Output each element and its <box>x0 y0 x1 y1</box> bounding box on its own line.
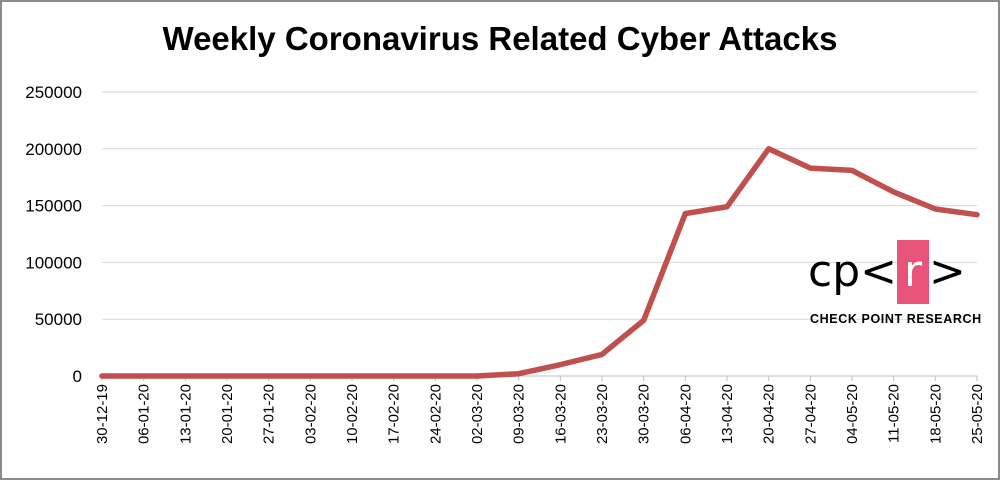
x-tick-label: 20-04-20 <box>761 384 778 444</box>
x-tick-label: 10-02-20 <box>344 384 361 444</box>
data-point <box>474 373 480 379</box>
x-tick-label: 27-01-20 <box>261 384 278 444</box>
data-point <box>974 212 980 218</box>
y-tick-label: 200000 <box>25 140 82 159</box>
x-tick-label: 16-03-20 <box>552 384 569 444</box>
data-point <box>932 206 938 212</box>
x-tick-label: 25-05-20 <box>969 384 986 444</box>
data-point <box>766 146 772 152</box>
data-point <box>849 167 855 173</box>
data-point <box>182 373 188 379</box>
data-point <box>724 204 730 210</box>
data-point <box>599 351 605 357</box>
logo-caption: CHECK POINT RESEARCH <box>810 312 982 326</box>
data-point <box>266 373 272 379</box>
data-point <box>391 373 397 379</box>
data-point <box>224 373 230 379</box>
logo-cp: cp <box>808 246 861 297</box>
x-tick-label: 06-04-20 <box>677 384 694 444</box>
x-tick-label: 13-04-20 <box>719 384 736 444</box>
data-point <box>141 373 147 379</box>
check-point-research-logo: cp< r > CHECK POINT RESEARCH <box>808 240 981 332</box>
gridlines <box>102 91 977 377</box>
x-tick-label: 11-05-20 <box>886 384 903 443</box>
x-axis-ticks: 30-12-19 06-01-20 13-01-20 20-01-20 27-01-20… <box>94 376 986 444</box>
data-point <box>807 165 813 171</box>
series-layer <box>99 146 980 379</box>
x-tick-label: 03-02-20 <box>302 384 319 444</box>
x-tick-label: 02-03-20 <box>469 384 486 444</box>
data-point <box>682 211 688 217</box>
x-tick-label: 20-01-20 <box>219 384 236 444</box>
logo-r-block: r <box>897 240 929 304</box>
x-tick-label: 18-05-20 <box>927 384 944 444</box>
logo-open-bracket: < <box>860 246 897 297</box>
x-tick-label: 23-03-20 <box>594 384 611 444</box>
x-tick-label: 27-04-20 <box>802 384 819 444</box>
data-point <box>432 373 438 379</box>
data-point <box>99 373 105 379</box>
data-point <box>307 373 313 379</box>
y-tick-label: 100000 <box>25 253 82 272</box>
data-point <box>516 371 522 377</box>
cpr-logo-mark: cp< r > <box>808 240 966 304</box>
chart-title: Weekly Coronavirus Related Cyber Attacks <box>162 20 838 57</box>
x-tick-label: 13-01-20 <box>177 384 194 444</box>
y-tick-label: 150000 <box>25 197 82 216</box>
data-point <box>557 362 563 368</box>
x-tick-label: 30-12-19 <box>94 384 111 444</box>
y-tick-label: 0 <box>73 367 82 386</box>
x-tick-label: 06-01-20 <box>136 384 153 444</box>
data-point <box>891 189 897 195</box>
x-tick-label: 09-03-20 <box>511 384 528 444</box>
data-point <box>641 317 647 323</box>
series-line <box>99 146 980 379</box>
y-tick-label: 50000 <box>35 310 82 329</box>
logo-close-bracket: > <box>929 246 966 297</box>
x-tick-label: 24-02-20 <box>427 384 444 444</box>
x-tick-label: 04-05-20 <box>844 384 861 444</box>
x-tick-label: 17-02-20 <box>386 384 403 444</box>
y-axis-ticks: 0 50000 100000 150000 200000 250000 <box>25 83 82 386</box>
y-tick-label: 250000 <box>25 83 82 102</box>
data-point <box>349 373 355 379</box>
x-tick-label: 30-03-20 <box>636 384 653 444</box>
